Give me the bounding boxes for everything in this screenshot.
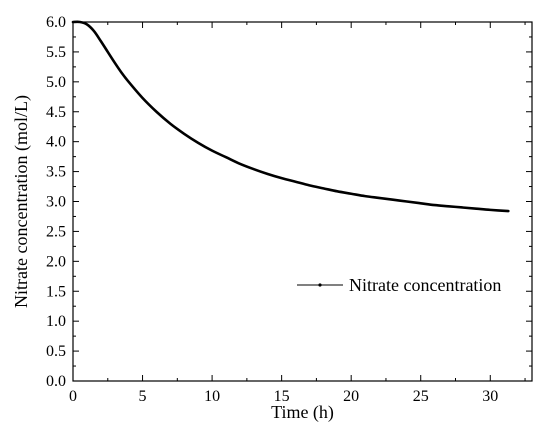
plot-frame xyxy=(72,21,533,382)
x-tick-label: 10 xyxy=(204,388,220,405)
x-tick-label: 15 xyxy=(274,388,290,405)
axis-tick-labels: 0 5 10 15 20 25 30 0.0 0.5 1.0 1.5 2.0 2.5 3.0 3.5 4.0 4… xyxy=(46,14,498,405)
y-tick-label: 1.0 xyxy=(46,313,66,330)
x-tick-label: 5 xyxy=(139,388,147,405)
y-tick-label: 0.5 xyxy=(46,343,66,360)
x-tick-label: 25 xyxy=(413,388,429,405)
axis-ticks xyxy=(72,21,532,382)
y-tick-label: 4.5 xyxy=(46,104,66,121)
y-axis-title: Nitrate concentration (mol/L) xyxy=(11,95,32,308)
legend: Nitrate concentration xyxy=(297,275,501,295)
y-tick-label: 3.0 xyxy=(46,194,66,211)
y-tick-label: 0.0 xyxy=(46,373,66,390)
y-tick-label: 4.0 xyxy=(46,134,66,151)
legend-marker xyxy=(318,283,322,287)
x-tick-label: 30 xyxy=(482,388,498,405)
x-axis-title: Time (h) xyxy=(271,402,334,423)
y-tick-label: 3.5 xyxy=(46,164,66,181)
y-tick-label: 2.0 xyxy=(46,253,66,270)
x-tick-label: 0 xyxy=(69,388,77,405)
y-tick-label: 2.5 xyxy=(46,223,66,240)
y-tick-label: 6.0 xyxy=(46,14,66,31)
x-tick-label: 20 xyxy=(343,388,359,405)
legend-label: Nitrate concentration xyxy=(349,275,501,295)
series-line-nitrate-concentration xyxy=(71,20,510,213)
y-tick-label: 5.0 xyxy=(46,74,66,91)
y-tick-label: 1.5 xyxy=(46,283,66,300)
y-tick-label: 5.5 xyxy=(46,44,66,61)
